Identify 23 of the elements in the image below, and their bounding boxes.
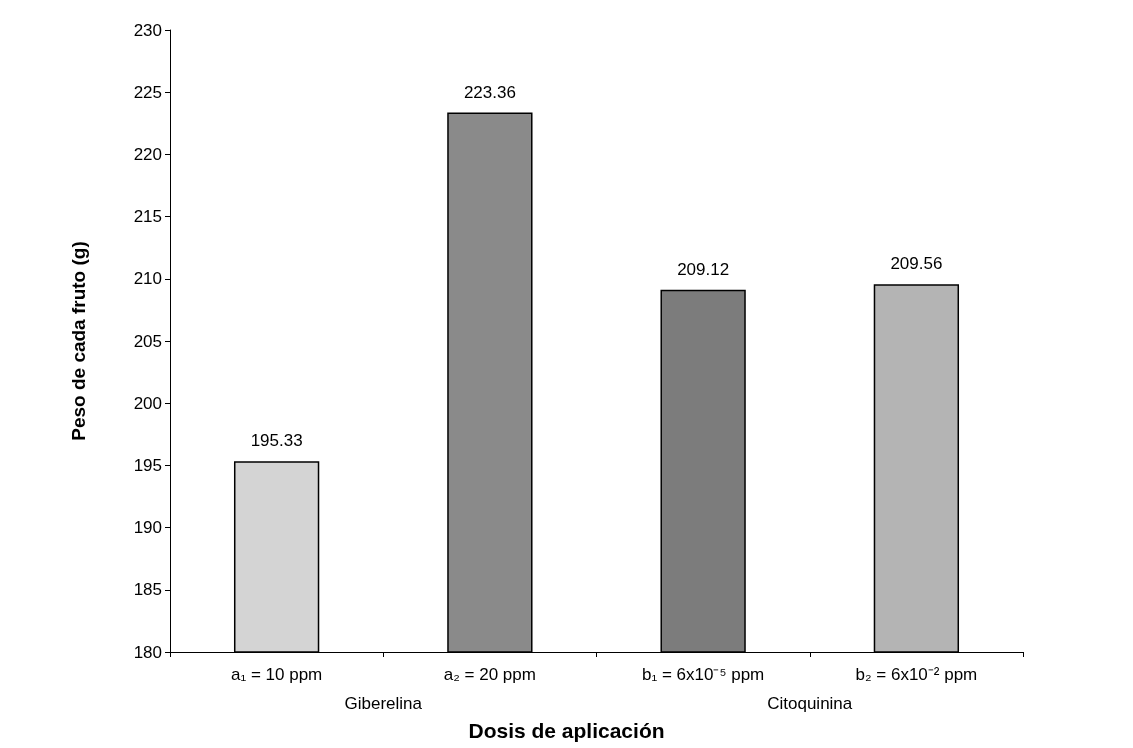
y-tick-label: 230	[133, 20, 162, 40]
y-tick-label: 225	[133, 82, 162, 102]
data-label: 209.12	[677, 259, 730, 279]
y-tick-label: 185	[133, 580, 162, 600]
y-tick-label: 220	[133, 144, 162, 164]
y-tick-label: 190	[133, 518, 162, 538]
x-tick-label: a₁ = 10 ppm	[230, 665, 323, 684]
y-axis-title: Peso de cada fruto (g)	[68, 241, 89, 441]
x-tick-label: b₂ = 6x10⁻² ppm	[855, 665, 978, 684]
y-tick-label: 195	[133, 455, 162, 475]
x-tick-label: b₁ = 6x10⁻⁵ ppm	[641, 665, 765, 684]
y-tick-label: 180	[133, 642, 162, 662]
y-tick-label: 215	[133, 207, 162, 227]
y-tick-label: 210	[133, 269, 162, 289]
data-label: 209.56	[890, 254, 943, 274]
data-label: 223.36	[463, 82, 516, 102]
x-axis-title: Dosis de aplicación	[468, 719, 665, 742]
y-tick-label: 205	[133, 331, 162, 351]
text: Giberelina	[344, 693, 423, 713]
text: Citoquinina	[767, 693, 853, 713]
data-label: 195.33	[250, 431, 303, 451]
x-tick-label: a₂ = 20 ppm	[443, 665, 536, 684]
y-tick-label: 200	[133, 393, 162, 413]
